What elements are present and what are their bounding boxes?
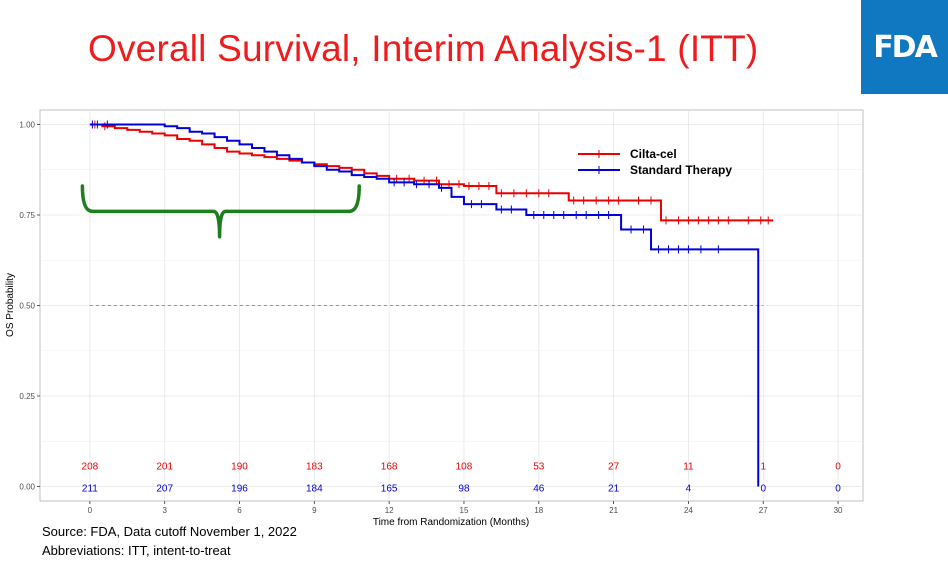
cilta-cel-at-risk-count: 1 xyxy=(760,462,766,473)
x-axis-label: Time from Randomization (Months) xyxy=(373,517,529,528)
standard-therapy-at-risk-count: 196 xyxy=(231,484,248,495)
y-tick-label: 0.50 xyxy=(19,302,35,311)
source-footnote: Source: FDA, Data cutoff November 1, 202… xyxy=(42,524,297,539)
standard-therapy-at-risk-count: 207 xyxy=(156,484,173,495)
fda-logo-text: FDA xyxy=(873,29,938,65)
standard-therapy-at-risk-count: 0 xyxy=(760,484,766,495)
y-tick-label: 0.25 xyxy=(19,392,35,401)
x-tick-label: 27 xyxy=(759,506,768,515)
cilta-cel-at-risk-count: 27 xyxy=(608,462,620,473)
page-title: Overall Survival, Interim Analysis-1 (IT… xyxy=(88,28,759,69)
y-tick-label: 1.00 xyxy=(19,120,35,129)
x-tick-label: 0 xyxy=(88,506,93,515)
standard-therapy-at-risk-count: 21 xyxy=(608,484,620,495)
x-tick-label: 3 xyxy=(162,506,167,515)
cilta-cel-at-risk-count: 201 xyxy=(156,462,173,473)
x-tick-label: 24 xyxy=(684,506,693,515)
y-tick-label: 0.75 xyxy=(19,211,35,220)
y-tick-label: 0.00 xyxy=(19,483,35,492)
cilta-cel-at-risk-count: 168 xyxy=(381,462,398,473)
x-tick-label: 6 xyxy=(237,506,242,515)
x-tick-label: 21 xyxy=(609,506,618,515)
standard-therapy-curve xyxy=(89,123,760,487)
x-tick-label: 18 xyxy=(534,506,543,515)
standard-therapy-at-risk-count: 0 xyxy=(835,484,841,495)
cilta-cel-at-risk-count: 0 xyxy=(835,462,841,473)
cilta-cel-at-risk-count: 11 xyxy=(683,462,694,473)
cilta-cel-curve xyxy=(89,123,774,222)
standard-therapy-at-risk-count: 98 xyxy=(458,484,470,495)
standard-therapy-legend-label: Standard Therapy xyxy=(630,163,732,177)
legend: Cilta-cel Standard Therapy xyxy=(578,147,732,177)
abbreviations-footnote: Abbreviations: ITT, intent-to-treat xyxy=(42,543,231,558)
cilta-cel-at-risk-count: 183 xyxy=(306,462,323,473)
cilta-cel-at-risk-count: 190 xyxy=(231,462,248,473)
survival-curves xyxy=(89,120,774,487)
green-brace-annotation xyxy=(80,184,361,239)
y-axis-label: OS Probability xyxy=(5,273,16,337)
cilta-cel-at-risk-count: 108 xyxy=(456,462,473,473)
standard-therapy-at-risk-count: 184 xyxy=(306,484,323,495)
standard-therapy-at-risk-count: 165 xyxy=(381,484,398,495)
axis-ticks: 0 3 6 9 12 15 18 21 24 27 30 0.00 0.25 0.50 0.75 1.00 xyxy=(19,120,843,515)
fda-logo: FDA xyxy=(861,0,948,94)
cilta-cel-legend-label: Cilta-cel xyxy=(630,147,677,161)
cilta-cel-at-risk-count: 208 xyxy=(82,462,99,473)
cilta-cel-at-risk-count: 53 xyxy=(533,462,545,473)
standard-therapy-at-risk-count: 211 xyxy=(82,484,98,495)
x-tick-label: 30 xyxy=(834,506,843,515)
standard-therapy-at-risk-count: 46 xyxy=(533,484,545,495)
x-tick-label: 15 xyxy=(460,506,469,515)
x-tick-label: 12 xyxy=(385,506,394,515)
standard-therapy-at-risk-count: 4 xyxy=(686,484,692,495)
x-tick-label: 9 xyxy=(312,506,317,515)
